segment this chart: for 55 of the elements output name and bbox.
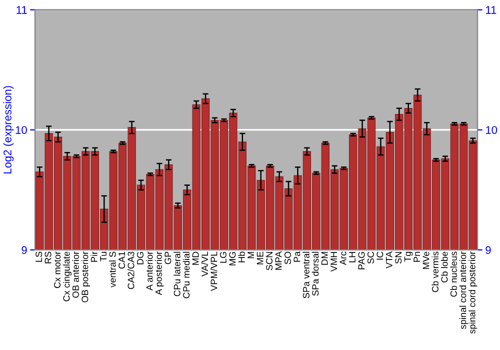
x-tick-label: Cx motor <box>54 251 61 288</box>
x-tick-label: VPM/VPL <box>210 252 218 291</box>
x-tick-label: OB anterior <box>72 251 79 298</box>
x-tick-label: SCN <box>266 252 273 270</box>
x-tick-label: ME <box>256 252 264 264</box>
x-tick-label: spinal cord anterior <box>459 251 468 329</box>
x-tick-label: Arc <box>340 252 346 266</box>
x-tick-label: LG <box>220 252 226 263</box>
x-tick-label: SPa ventral <box>302 252 310 298</box>
x-tick-label: Pir <box>90 251 98 262</box>
x-tick-label: LH <box>349 252 356 262</box>
y-tick-label: 9 <box>22 246 27 254</box>
x-tick-label: IC <box>376 252 384 260</box>
x-tick-label: Tu <box>100 252 107 262</box>
x-tick-label: ventral S <box>109 252 116 288</box>
y-tick-label: 11 <box>16 6 27 14</box>
x-tick-label: Cb lobe <box>440 252 448 282</box>
x-tick-label: Pn <box>414 252 420 262</box>
x-tick-label: GP <box>164 252 172 264</box>
x-tick-label: spinal cord posterior <box>468 251 478 334</box>
x-tick-label: OB posterior <box>81 251 90 302</box>
x-tick-label: CPu medial <box>182 252 190 298</box>
x-tick-label: Cx cingulate <box>62 252 72 302</box>
x-tick-label: VA/VL <box>201 252 208 277</box>
y2-tick-label: 11 <box>486 6 496 14</box>
y-axis-title: Log2 (expression) <box>3 86 14 174</box>
x-tick-label: MG <box>229 252 236 266</box>
x-tick-label: MD <box>192 252 199 265</box>
x-tick-label: CPu lateral <box>174 252 180 296</box>
x-tick-label: RS <box>44 252 52 264</box>
x-tick-label: Cb nucleus <box>450 252 457 297</box>
x-tick-label: M <box>248 252 254 258</box>
y2-tick-label: 10 <box>486 126 498 134</box>
x-tick-label: SC <box>367 252 374 264</box>
y-tick-label: 10 <box>16 126 27 134</box>
x-tick-label: Pa <box>294 251 300 262</box>
x-tick-label: PAG <box>358 252 365 270</box>
x-tick-label: A posterior <box>155 251 164 296</box>
x-tick-label: VTA <box>386 251 392 268</box>
x-tick-label: CA1 <box>118 252 126 269</box>
x-tick-label: DG <box>136 252 144 264</box>
x-tick-label: Cb vermis <box>432 252 438 292</box>
x-tick-label: LS <box>36 252 42 262</box>
x-tick-label: SPa dorsal <box>312 252 319 296</box>
x-tick-label: SO <box>284 252 291 264</box>
x-tick-label: VMH <box>330 252 337 272</box>
x-tick-label: SN <box>395 252 402 264</box>
x-tick-label: A anterior <box>146 251 153 291</box>
x-tick-label: Hb <box>238 252 245 262</box>
x-tick-label: Tg <box>404 252 413 262</box>
y2-tick-label: 9 <box>486 246 491 254</box>
x-tick-label: CA2/CA3 <box>128 252 134 290</box>
x-tick-label: MVe <box>422 252 430 269</box>
x-tick-label: DM <box>321 252 328 265</box>
x-tick-label: MPA <box>275 251 282 270</box>
